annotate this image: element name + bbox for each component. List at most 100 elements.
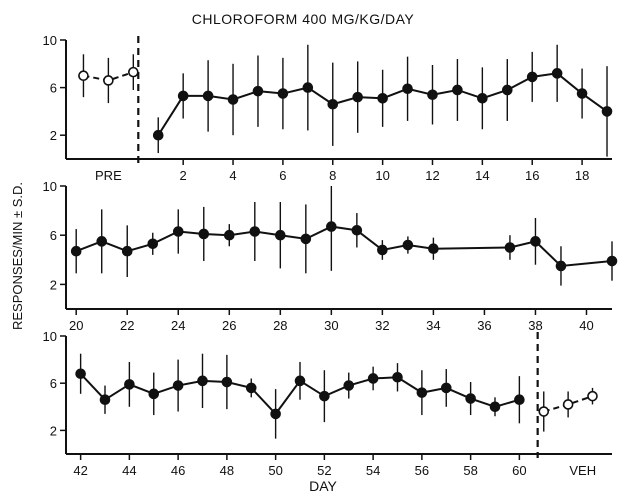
- data-point: [270, 408, 281, 420]
- data-point: [377, 244, 388, 256]
- x-tick-label: 16: [525, 168, 539, 183]
- data-point: [198, 228, 210, 240]
- data-point: [124, 379, 135, 390]
- x-tick-label: 12: [425, 168, 439, 183]
- data-point: [352, 91, 363, 103]
- data-point: [249, 226, 261, 237]
- data-point: [416, 387, 428, 398]
- y-tick-label: 6: [50, 376, 57, 391]
- data-point: [392, 371, 403, 383]
- data-point: [227, 94, 239, 105]
- y-tick-label: 2: [50, 128, 57, 143]
- x-tick-label: 60: [512, 463, 526, 478]
- data-point: [148, 388, 160, 400]
- panel-3: 2 6 10 42 44 46 48 50 52 54 56 58 60 VEH: [43, 329, 612, 478]
- x-tick-label: 24: [171, 318, 185, 333]
- data-point: [606, 255, 618, 267]
- y-tick-label: 6: [50, 228, 57, 243]
- data-point: [551, 68, 563, 79]
- data-point: [245, 382, 257, 394]
- x-tick-label: 20: [69, 318, 83, 333]
- data-point: [103, 75, 114, 86]
- data-point: [96, 236, 108, 247]
- data-point: [377, 93, 388, 104]
- data-point: [402, 239, 414, 251]
- data-point: [99, 394, 111, 406]
- data-point: [275, 229, 286, 241]
- x-tick-label: 44: [122, 463, 136, 478]
- data-point: [452, 84, 463, 96]
- data-point: [152, 129, 164, 141]
- data-point: [465, 393, 476, 404]
- y-tick-label: 10: [43, 329, 57, 344]
- y-axis-label: RESPONSES/MIN ± S.D.: [10, 182, 25, 330]
- data-point: [489, 401, 501, 413]
- x-tick-label: 2: [180, 168, 187, 183]
- x-tick-label: 50: [268, 463, 282, 478]
- x-tick-label: 10: [375, 168, 389, 183]
- data-point: [501, 84, 513, 96]
- data-point: [223, 229, 235, 241]
- x-tick-label: 28: [273, 318, 287, 333]
- x-tick-label: 52: [317, 463, 331, 478]
- x-tick-label: 38: [528, 318, 542, 333]
- data-point: [121, 245, 133, 257]
- chart-title: CHLOROFORM 400 MG/KG/DAY: [192, 11, 415, 27]
- data-point: [172, 226, 184, 237]
- data-point: [530, 236, 541, 247]
- data-point: [427, 89, 438, 101]
- y-tick-label: 10: [43, 33, 57, 48]
- data-point: [252, 85, 264, 97]
- data-point: [587, 390, 598, 402]
- group-label: PRE: [95, 168, 122, 183]
- data-point: [538, 406, 550, 417]
- x-axis-label: DAY: [309, 478, 337, 494]
- data-point: [428, 243, 439, 255]
- x-tick-label: 26: [222, 318, 236, 333]
- data-point: [327, 98, 339, 110]
- data-point: [221, 376, 233, 388]
- x-tick-label: 48: [220, 463, 234, 478]
- x-tick-label: 6: [279, 168, 286, 183]
- data-point: [177, 90, 189, 102]
- data-point: [514, 394, 525, 406]
- y-tick-label: 10: [43, 179, 57, 194]
- data-point: [128, 66, 139, 78]
- x-tick-label: 32: [375, 318, 389, 333]
- data-point: [402, 83, 413, 95]
- x-tick-label: 14: [475, 168, 489, 183]
- x-tick-label: 58: [463, 463, 477, 478]
- data-point: [302, 82, 314, 93]
- x-tick-label: 40: [579, 318, 593, 333]
- data-point: [277, 88, 289, 99]
- data-point: [300, 233, 312, 245]
- data-point: [601, 106, 613, 117]
- data-point: [294, 375, 306, 387]
- data-point: [75, 368, 86, 380]
- x-tick-label: 22: [120, 318, 134, 333]
- x-tick-label: 56: [415, 463, 429, 478]
- data-point: [319, 390, 330, 402]
- y-tick-label: 2: [50, 277, 57, 292]
- panel-1: 2 6 10 2 4 6 8 10 12 14 16 18 PRE: [43, 33, 613, 183]
- data-point: [78, 70, 89, 81]
- data-point: [562, 399, 574, 410]
- data-point: [202, 90, 214, 102]
- x-tick-label: 42: [73, 463, 87, 478]
- data-point: [440, 382, 452, 394]
- y-tick-label: 2: [50, 423, 57, 438]
- data-point: [70, 245, 82, 257]
- data-point: [326, 221, 337, 232]
- data-point: [343, 380, 355, 391]
- data-point: [172, 380, 184, 391]
- data-point: [197, 375, 208, 387]
- x-tick-label: 34: [426, 318, 440, 333]
- data-point: [504, 242, 516, 253]
- data-point: [147, 238, 159, 250]
- group-label: VEH: [569, 463, 596, 478]
- y-tick-label: 6: [50, 81, 57, 96]
- x-tick-label: 8: [329, 168, 336, 183]
- data-point: [367, 373, 379, 384]
